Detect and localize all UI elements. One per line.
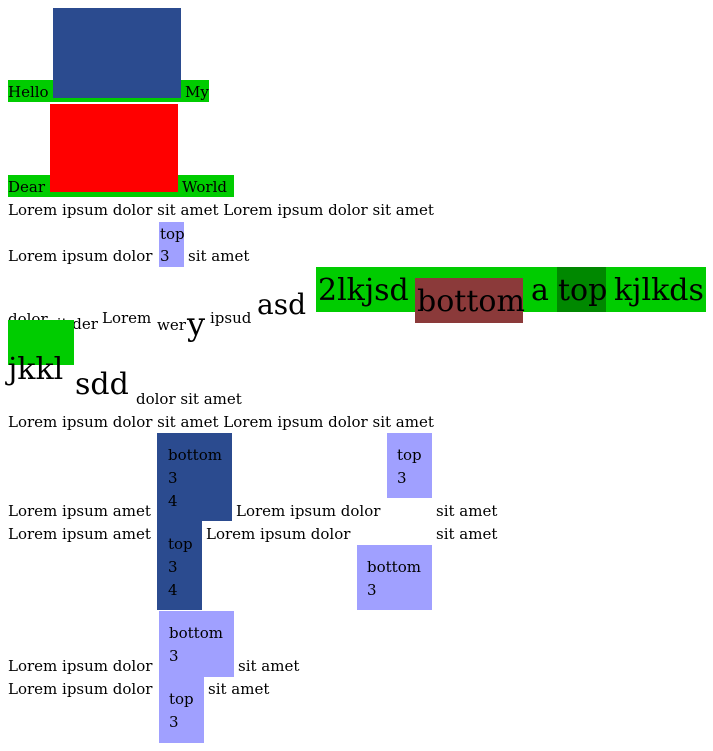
block-a-line1-left: Lorem ipsum amet — [8, 502, 151, 520]
block-b-lav-top-l2: 3 — [169, 713, 179, 731]
block-a-lav-top-l1: top — [397, 446, 422, 464]
block-b-line1-right: sit amet — [238, 657, 300, 675]
lorem-line-2: Lorem ipsum dolor sit amet Lorem ipsum d… — [8, 413, 434, 431]
block-a-navy-top-l3: 4 — [168, 581, 178, 599]
top3-line-after: sit amet — [188, 247, 250, 265]
block-a-navy-top-l2: 3 — [168, 558, 178, 576]
block-a-line1-right: sit amet — [436, 502, 498, 520]
mixed-lorem: Lorem — [102, 309, 152, 327]
top3-line-before: Lorem ipsum dolor — [8, 247, 153, 265]
row2-right-text: World — [182, 178, 227, 196]
row1-navy-block — [53, 8, 181, 98]
mixed-a: a — [531, 273, 549, 308]
block-b-lav-top — [159, 677, 204, 743]
block-a-lav-top — [387, 433, 432, 498]
mixed-y: y — [187, 305, 206, 343]
row2-red-block — [50, 104, 178, 192]
top3-box — [159, 222, 184, 267]
mixed-kjlkds: kjlkds — [614, 273, 704, 308]
row1-right-text: My — [185, 83, 209, 101]
block-a-lav-bottom — [357, 545, 432, 610]
block-a-navy-bottom-l3: 4 — [168, 492, 178, 510]
block-a-navy-bottom-l2: 3 — [168, 469, 178, 487]
mixed-green-bar-2 — [8, 320, 74, 365]
mixed-bottom-label: bottom — [417, 284, 525, 319]
row1-left-text: Hello — [8, 83, 49, 101]
mixed-asd: asd — [257, 288, 306, 321]
block-b-line1-left: Lorem ipsum dolor — [8, 657, 153, 675]
row2-left-text: Dear — [8, 178, 46, 196]
mixed-tail: dolor sit amet — [136, 390, 242, 408]
block-b-lav-bottom-l1: bottom — [169, 624, 223, 642]
mixed-wer: wer — [157, 316, 186, 334]
mixed-top-label: top — [558, 273, 608, 308]
block-a-line2-right: sit amet — [436, 525, 498, 543]
block-a-navy-bottom-l1: bottom — [168, 446, 222, 464]
block-a-lav-bottom-l1: bottom — [367, 558, 421, 576]
block-a-line2-mid: Lorem ipsum dolor — [206, 525, 351, 543]
block-b-lav-bottom — [159, 611, 234, 677]
mixed-jkkl: jkkl — [8, 352, 64, 387]
lorem-line-1: Lorem ipsum dolor sit amet Lorem ipsum d… — [8, 201, 434, 219]
block-a-navy-bottom — [157, 433, 232, 521]
top3-box-num: 3 — [160, 247, 170, 265]
top3-box-label: top — [160, 225, 185, 243]
block-a-lav-bottom-l2: 3 — [367, 581, 377, 599]
mixed-word-2lkjsd: 2lkjsd — [318, 273, 409, 308]
block-a-line1-mid: Lorem ipsum dolor — [236, 502, 381, 520]
mixed-top-box — [557, 267, 606, 312]
block-b-line2-left: Lorem ipsum dolor — [8, 680, 153, 698]
block-a-line2-left: Lorem ipsum amet — [8, 525, 151, 543]
mixed-sdd: sdd — [75, 367, 129, 402]
block-a-navy-top-l1: top — [168, 535, 193, 553]
block-b-lav-bottom-l2: 3 — [169, 647, 179, 665]
block-b-line2-right: sit amet — [208, 680, 270, 698]
block-b-lav-top-l1: top — [169, 690, 194, 708]
block-a-lav-top-l2: 3 — [397, 469, 407, 487]
block-a-navy-top — [157, 521, 202, 610]
mixed-bottom-box — [415, 278, 523, 323]
mixed-ipsud: ipsud — [210, 309, 252, 327]
